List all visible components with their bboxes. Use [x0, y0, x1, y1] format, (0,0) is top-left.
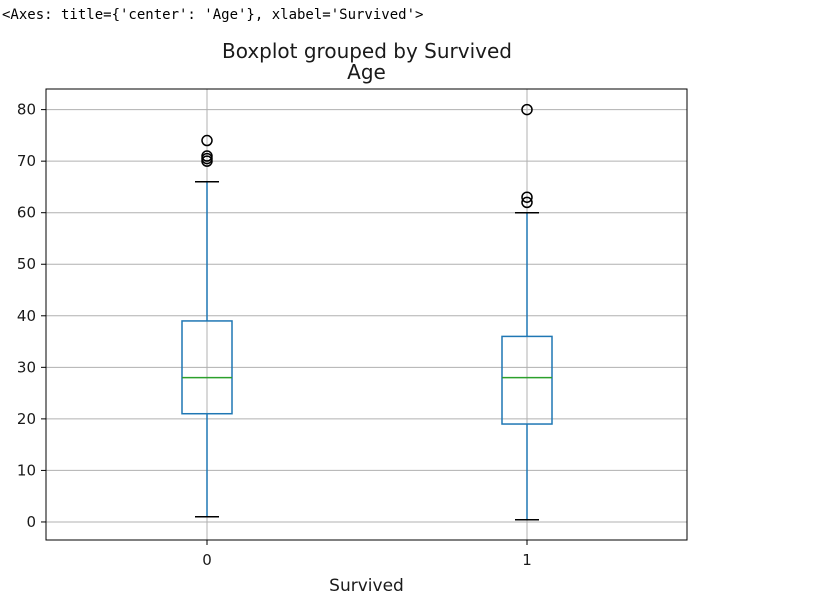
- chart-title: Age: [347, 60, 386, 84]
- outlier-point: [201, 150, 213, 162]
- axis-ticks: 0 10 20 30 40 50 60 70 80 0 1: [17, 101, 532, 569]
- outlier-point: [521, 103, 533, 116]
- chart-suptitle: Boxplot grouped by Survived: [222, 39, 512, 63]
- y-tick-label: 20: [17, 410, 36, 428]
- y-tick-label: 70: [17, 152, 36, 170]
- y-tick-label: 10: [17, 461, 36, 479]
- x-tick-label: 1: [522, 551, 532, 569]
- x-tick-label: 0: [202, 551, 212, 569]
- y-tick-label: 80: [17, 101, 36, 119]
- x-axis-label: Survived: [329, 576, 404, 596]
- output-repr-text: <Axes: title={'center': 'Age'}, xlabel='…: [2, 7, 424, 23]
- grid-lines: [46, 89, 687, 540]
- y-tick-label: 30: [17, 358, 36, 376]
- box-layer: [181, 103, 553, 521]
- y-tick-label: 0: [26, 513, 36, 531]
- y-tick-label: 60: [17, 204, 36, 222]
- box-iqr: [181, 320, 233, 415]
- outlier-point: [201, 134, 213, 147]
- box-iqr: [501, 335, 553, 425]
- outlier-point: [521, 191, 533, 203]
- y-tick-label: 50: [17, 255, 36, 273]
- plot-frame: [45, 88, 688, 541]
- y-tick-label: 40: [17, 307, 36, 325]
- outlier-point: [521, 196, 533, 209]
